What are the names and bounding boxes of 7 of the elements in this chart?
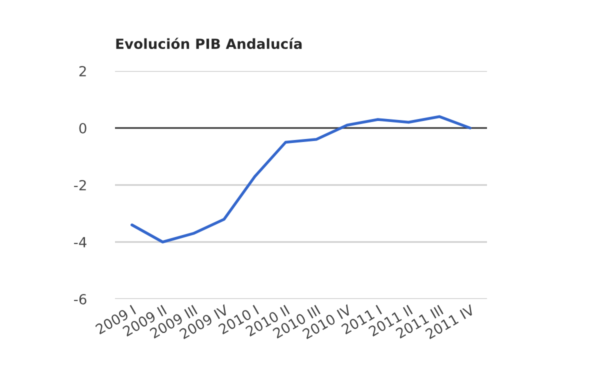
chart-title: Evolución PIB Andalucía: [116, 38, 302, 50]
y-tick-label: -6: [74, 294, 86, 304]
y-tick-label: -4: [74, 237, 86, 248]
y-tick-label: -2: [74, 180, 86, 190]
line-series: [130, 115, 472, 244]
y-tick-label: 2: [79, 66, 86, 76]
y-tick-label: 0: [79, 122, 86, 134]
